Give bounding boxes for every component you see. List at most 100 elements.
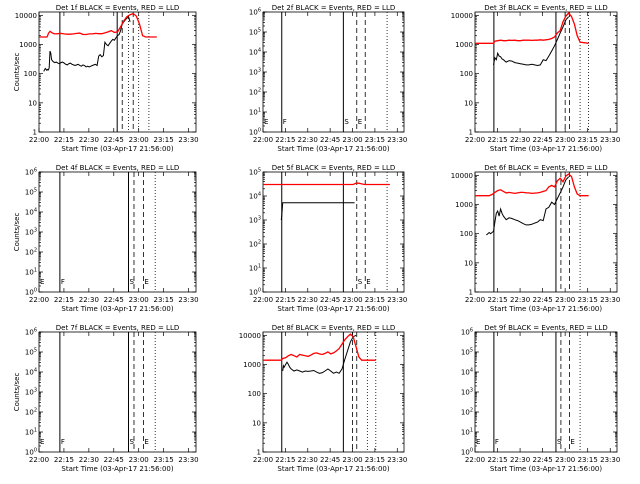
x-tick-label: 23:00 — [129, 296, 149, 304]
y-tick-label: 10 — [28, 99, 37, 107]
left-marker-label: E — [264, 118, 268, 126]
y-tick-label: 10000 — [239, 332, 261, 340]
x-tick-label: 22:30 — [510, 136, 530, 144]
plot-frame — [262, 331, 405, 453]
events-series-line — [280, 202, 355, 221]
x-tick-label: 22:30 — [79, 456, 99, 464]
marker-label: S — [358, 278, 363, 286]
x-tick-label: 22:45 — [533, 456, 553, 464]
y-tick-label: 100 — [249, 128, 261, 137]
plot-frame — [38, 171, 197, 293]
y-tick-label: 105 — [249, 28, 261, 37]
plot-frame — [38, 331, 197, 453]
x-tick-label: 23:15 — [365, 296, 385, 304]
x-tick-label: 23:30 — [387, 136, 407, 144]
x-tick-label: 22:30 — [298, 136, 318, 144]
y-tick-label: 103 — [461, 388, 473, 397]
y-tick-label: 104 — [249, 192, 261, 201]
x-tick-label: 23:00 — [129, 456, 149, 464]
x-tick-label: 23:00 — [342, 136, 362, 144]
x-tick-label: 22:00 — [29, 296, 49, 304]
x-tick-label: 23:15 — [365, 136, 385, 144]
y-tick-label: 10000 — [451, 12, 473, 20]
marker-label: S — [129, 278, 134, 286]
x-tick-label: 22:15 — [54, 136, 74, 144]
x-tick-label: 22:00 — [253, 296, 273, 304]
marker-label: F — [495, 438, 499, 446]
x-tick-label: 23:30 — [178, 296, 198, 304]
x-tick-label: 23:00 — [129, 136, 149, 144]
marker-label: E — [366, 278, 370, 286]
lld-series-line — [263, 182, 390, 186]
y-tick-label: 100 — [460, 70, 473, 78]
x-tick-label: 22:15 — [275, 296, 295, 304]
y-tick-label: 105 — [249, 168, 261, 177]
x-tick-label: 23:15 — [578, 456, 598, 464]
events-series-line — [43, 15, 131, 72]
events-series-line — [493, 16, 570, 67]
chart-title: Det 1f BLACK = Events, RED = LLD — [56, 4, 179, 12]
x-tick-label: 22:00 — [465, 136, 485, 144]
marker-label: S — [557, 438, 562, 446]
y-tick-label: 102 — [461, 408, 473, 417]
marker-label: E — [144, 278, 148, 286]
x-tick-label: 23:30 — [387, 456, 407, 464]
y-tick-label: 103 — [249, 216, 261, 225]
x-axis-label: Start Time (03-Apr-17 21:56:00) — [490, 305, 602, 313]
x-tick-label: 22:45 — [320, 136, 340, 144]
x-tick-label: 22:30 — [510, 296, 530, 304]
y-tick-label: 100 — [25, 448, 37, 457]
x-tick-label: 23:30 — [178, 136, 198, 144]
y-tick-label: 1 — [469, 289, 473, 297]
y-tick-label: 101 — [25, 268, 37, 277]
plot-frame — [262, 171, 405, 293]
x-tick-label: 22:15 — [275, 136, 295, 144]
y-tick-label: 106 — [461, 328, 473, 337]
y-tick-label: 1000 — [19, 41, 37, 49]
left-marker-label: E — [40, 438, 44, 446]
events-series-line — [282, 334, 357, 374]
y-tick-label: 105 — [25, 188, 37, 197]
y-tick-label: 1 — [33, 129, 37, 137]
y-tick-label: 105 — [25, 348, 37, 357]
plot-frame — [474, 331, 618, 453]
chart-title: Det 8f BLACK = Events, RED = LLD — [272, 324, 395, 332]
y-tick-label: 102 — [249, 240, 261, 249]
x-tick-label: 23:15 — [365, 456, 385, 464]
x-tick-label: 22:15 — [54, 296, 74, 304]
x-tick-label: 22:00 — [465, 456, 485, 464]
x-tick-label: 22:00 — [253, 456, 273, 464]
y-tick-label: 105 — [461, 348, 473, 357]
y-tick-label: 101 — [249, 264, 261, 273]
x-tick-label: 23:30 — [600, 136, 620, 144]
x-axis-label: Start Time (03-Apr-17 21:56:00) — [277, 145, 389, 153]
y-tick-label: 101 — [461, 428, 473, 437]
lld-series-line — [263, 333, 376, 361]
y-tick-label: 102 — [249, 88, 261, 97]
x-tick-label: 22:45 — [533, 136, 553, 144]
lld-series-line — [475, 12, 589, 44]
plot-frame — [474, 11, 618, 133]
x-tick-label: 23:00 — [342, 456, 362, 464]
plot-frame — [474, 171, 618, 293]
marker-label: E — [570, 438, 574, 446]
y-tick-label: 10 — [252, 419, 261, 427]
x-axis-label: Start Time (03-Apr-17 21:56:00) — [490, 465, 602, 473]
x-tick-label: 23:15 — [154, 296, 174, 304]
x-tick-label: 22:00 — [29, 136, 49, 144]
left-marker-label: E — [40, 278, 44, 286]
x-tick-label: 23:15 — [578, 136, 598, 144]
y-tick-label: 10 — [464, 99, 473, 107]
y-tick-label: 1000 — [243, 361, 261, 369]
y-tick-label: 100 — [249, 288, 261, 297]
marker-label: S — [344, 118, 349, 126]
y-tick-label: 101 — [25, 428, 37, 437]
x-tick-label: 23:15 — [578, 296, 598, 304]
x-tick-label: 22:15 — [487, 456, 507, 464]
x-tick-label: 22:00 — [465, 296, 485, 304]
chart-title: Det 4f BLACK = Events, RED = LLD — [56, 164, 179, 172]
y-tick-label: 103 — [25, 388, 37, 397]
x-tick-label: 22:15 — [487, 296, 507, 304]
x-tick-label: 22:15 — [54, 456, 74, 464]
